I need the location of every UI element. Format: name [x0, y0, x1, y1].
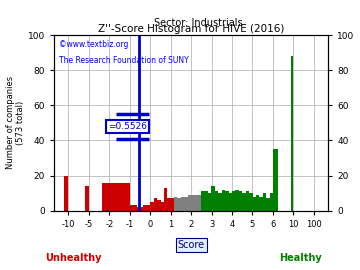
Bar — [194, 195, 198, 211]
Title: Z''-Score Histogram for HIVE (2016): Z''-Score Histogram for HIVE (2016) — [98, 24, 284, 34]
Bar — [130, 205, 136, 211]
Bar — [259, 197, 263, 211]
Bar — [256, 195, 259, 211]
Bar — [235, 190, 239, 211]
Bar — [211, 186, 215, 211]
Bar — [239, 191, 242, 211]
Bar — [181, 197, 184, 211]
Bar — [215, 191, 219, 211]
Bar — [225, 191, 229, 211]
Bar — [219, 193, 222, 211]
Bar — [143, 205, 150, 211]
Bar — [64, 176, 68, 211]
Text: The Research Foundation of SUNY: The Research Foundation of SUNY — [59, 56, 189, 65]
Text: Unhealthy: Unhealthy — [45, 253, 102, 263]
Bar — [222, 190, 225, 211]
Text: Sector: Industrials: Sector: Industrials — [154, 18, 242, 28]
Bar — [188, 195, 191, 211]
Bar — [109, 183, 130, 211]
Bar — [242, 193, 246, 211]
Bar — [201, 191, 205, 211]
Bar — [232, 191, 235, 211]
Bar — [246, 191, 249, 211]
Bar — [85, 186, 89, 211]
Bar — [198, 195, 202, 211]
Bar — [273, 149, 278, 211]
Bar — [103, 183, 109, 211]
Bar — [157, 200, 161, 211]
Bar — [262, 193, 266, 211]
Bar — [150, 202, 154, 211]
Bar — [154, 198, 157, 211]
Bar — [171, 198, 174, 211]
Bar — [229, 193, 232, 211]
Bar — [205, 191, 208, 211]
Bar — [136, 207, 143, 211]
Bar — [177, 198, 181, 211]
Text: Healthy: Healthy — [279, 253, 322, 263]
Bar — [184, 197, 188, 211]
Bar — [252, 197, 256, 211]
Bar — [249, 193, 253, 211]
Bar — [174, 197, 177, 211]
Bar — [208, 193, 212, 211]
Text: Score: Score — [177, 241, 204, 251]
Bar — [167, 198, 171, 211]
Text: ©www.textbiz.org: ©www.textbiz.org — [59, 40, 129, 49]
Bar — [270, 193, 273, 211]
Bar — [266, 198, 270, 211]
Text: =0.5526: =0.5526 — [108, 122, 147, 131]
Bar — [160, 202, 164, 211]
Bar — [191, 195, 194, 211]
Bar — [164, 188, 167, 211]
Bar — [291, 56, 293, 211]
Y-axis label: Number of companies
(573 total): Number of companies (573 total) — [5, 76, 25, 169]
